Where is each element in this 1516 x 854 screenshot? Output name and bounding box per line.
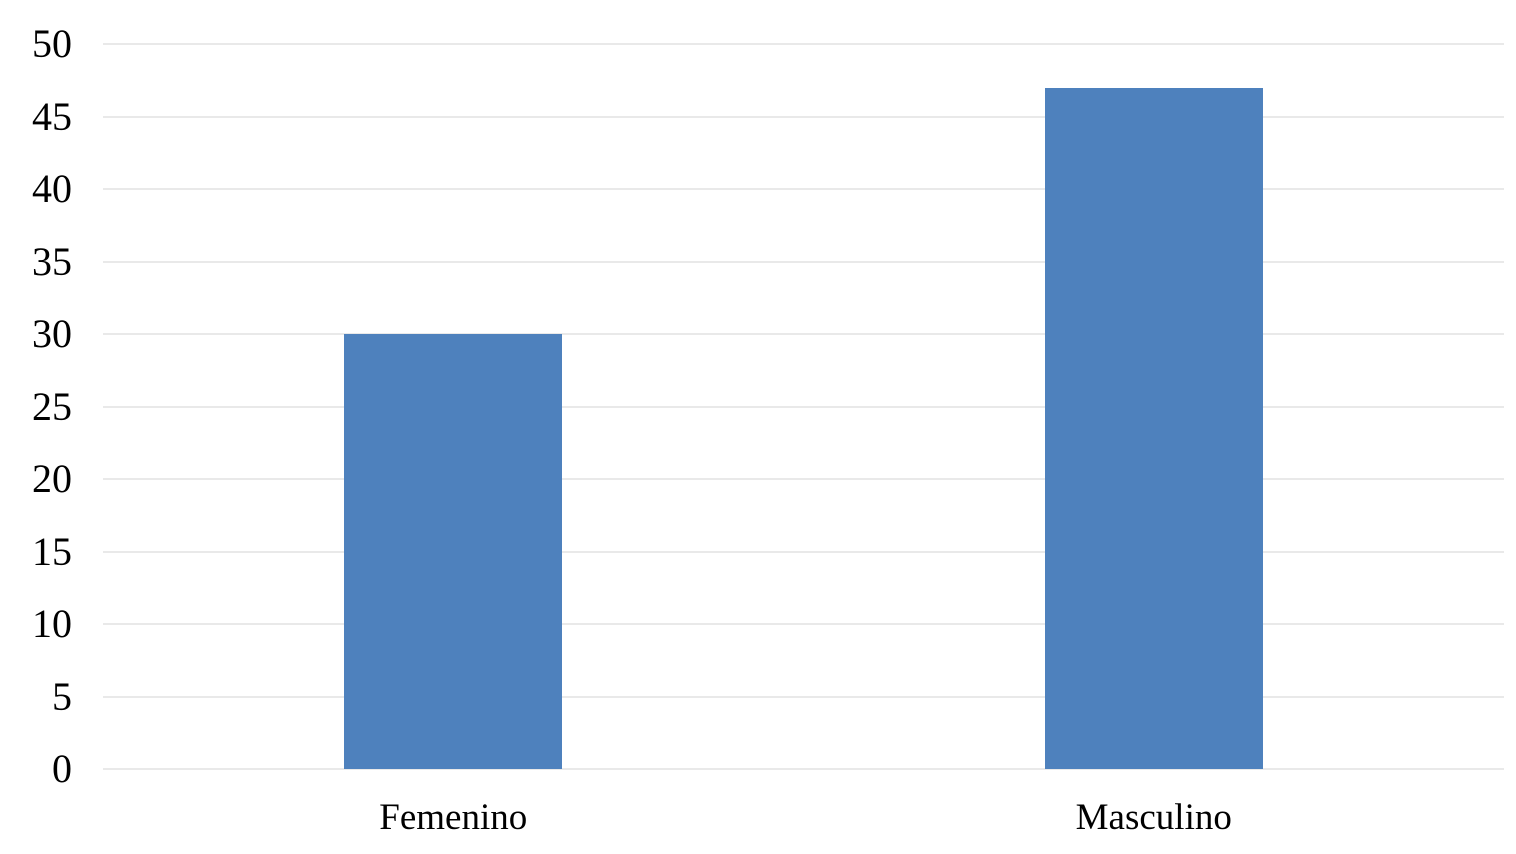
gridline xyxy=(103,188,1504,190)
y-tick-label: 50 xyxy=(32,21,72,66)
gridline xyxy=(103,43,1504,45)
gridline xyxy=(103,768,1504,770)
gridline xyxy=(103,478,1504,480)
gridline xyxy=(103,260,1504,263)
y-tick-label: 35 xyxy=(32,238,72,284)
bar-masculino xyxy=(1044,87,1263,769)
bar-femenino xyxy=(344,334,563,769)
gridline xyxy=(103,405,1504,408)
y-tick-label: 30 xyxy=(32,311,72,356)
y-tick-label: 10 xyxy=(32,601,72,646)
y-tick-label: 0 xyxy=(52,746,72,791)
gridline xyxy=(103,623,1504,625)
gridline xyxy=(103,695,1504,698)
y-tick-label: 25 xyxy=(32,383,72,429)
gridline xyxy=(103,333,1504,335)
y-tick-label: 20 xyxy=(32,456,72,501)
y-tick-label: 15 xyxy=(32,528,72,574)
gridline xyxy=(103,115,1504,118)
category-label-femenino: Femenino xyxy=(379,797,528,838)
y-tick-label: 5 xyxy=(52,673,72,719)
y-tick-label: 40 xyxy=(32,166,72,211)
y-tick-label: 45 xyxy=(32,93,72,139)
category-label-masculino: Masculino xyxy=(1075,797,1232,838)
gridline xyxy=(103,550,1504,553)
plot-area xyxy=(103,43,1504,770)
